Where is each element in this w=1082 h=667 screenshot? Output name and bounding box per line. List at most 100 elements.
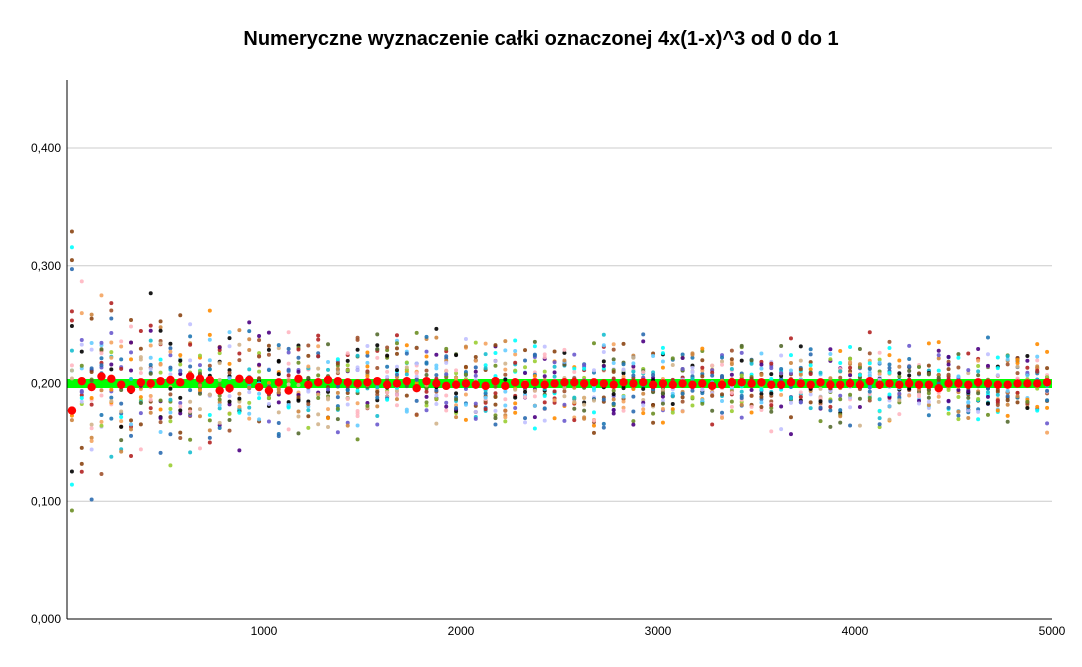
sample-point — [1025, 365, 1030, 370]
sample-point — [966, 415, 971, 420]
sample-point — [375, 332, 380, 337]
sample-point — [532, 403, 537, 408]
sample-point — [188, 450, 193, 455]
sample-point — [89, 438, 94, 443]
sample-point — [877, 397, 882, 402]
sample-point — [523, 395, 528, 400]
sample-point — [808, 367, 813, 372]
sample-point — [631, 419, 636, 424]
sample-point — [119, 357, 124, 362]
mean-point — [176, 378, 185, 387]
sample-point — [956, 413, 961, 418]
sample-point — [69, 482, 74, 487]
sample-point — [148, 367, 153, 372]
sample-point — [1005, 388, 1010, 393]
mean-point — [304, 380, 313, 389]
sample-point — [601, 359, 606, 364]
sample-point — [394, 392, 399, 397]
sample-point — [434, 396, 439, 401]
sample-point — [197, 383, 202, 388]
sample-point — [729, 357, 734, 362]
sample-point — [995, 392, 1000, 397]
sample-point — [158, 370, 163, 375]
sample-point — [247, 385, 252, 390]
sample-point — [867, 367, 872, 372]
sample-point — [129, 427, 134, 432]
sample-point — [995, 398, 1000, 403]
sample-point — [148, 328, 153, 333]
sample-point — [532, 352, 537, 357]
sample-point — [148, 394, 153, 399]
sample-point — [621, 362, 626, 367]
sample-point — [454, 371, 459, 376]
sample-point — [739, 396, 744, 401]
sample-point — [1045, 405, 1050, 410]
sample-point — [877, 425, 882, 430]
sample-point — [720, 398, 725, 403]
sample-point — [375, 422, 380, 427]
sample-point — [572, 352, 577, 357]
sample-point — [739, 402, 744, 407]
sample-point — [995, 366, 1000, 371]
sample-point — [119, 387, 124, 392]
sample-point — [296, 395, 301, 400]
sample-point — [1045, 366, 1050, 371]
sample-point — [138, 357, 143, 362]
sample-point — [345, 363, 350, 368]
mean-point — [432, 379, 441, 388]
sample-point — [670, 401, 675, 406]
sample-point — [404, 351, 409, 356]
mean-point — [254, 382, 264, 392]
sample-point — [1035, 404, 1040, 409]
sample-point — [158, 430, 163, 435]
sample-point — [523, 370, 528, 375]
sample-point — [552, 398, 557, 403]
sample-point — [936, 394, 941, 399]
sample-point — [769, 403, 774, 408]
mean-point — [166, 375, 175, 385]
sample-point — [798, 390, 803, 395]
sample-point — [89, 497, 94, 502]
sample-point — [611, 401, 616, 406]
sample-point — [276, 421, 281, 426]
sample-point — [729, 366, 734, 371]
sample-point — [335, 430, 340, 435]
sample-point — [936, 372, 941, 377]
sample-point — [700, 374, 705, 379]
sample-point — [523, 389, 528, 394]
sample-point — [326, 407, 331, 412]
sample-point — [562, 418, 567, 423]
sample-point — [247, 416, 252, 421]
sample-point — [976, 373, 981, 378]
sample-point — [493, 422, 498, 427]
sample-point — [434, 373, 439, 378]
sample-point — [483, 363, 488, 368]
sample-point — [513, 338, 518, 343]
sample-point — [335, 369, 340, 374]
sample-point — [601, 425, 606, 430]
mean-point — [333, 376, 343, 386]
sample-point — [838, 361, 843, 366]
sample-point — [985, 401, 990, 406]
sample-point — [286, 368, 291, 373]
sample-point — [276, 359, 281, 364]
sample-point — [532, 394, 537, 399]
sample-point — [828, 399, 833, 404]
sample-point — [168, 432, 173, 437]
sample-point — [473, 409, 478, 414]
sample-point — [729, 362, 734, 367]
sample-point — [306, 343, 311, 348]
mean-point — [855, 380, 865, 389]
sample-point — [306, 353, 311, 358]
sample-point — [729, 372, 734, 377]
y-tick-label: 0,200 — [31, 377, 61, 391]
y-tick-labels: 0,000 0,100 0,200 0,300 0,400 — [31, 141, 61, 626]
sample-point — [217, 400, 222, 405]
sample-point — [670, 410, 675, 415]
sample-point — [651, 372, 656, 377]
sample-point — [877, 377, 882, 382]
sample-point — [316, 354, 321, 359]
sample-point — [266, 330, 271, 335]
sample-point — [168, 392, 173, 397]
sample-point — [276, 343, 281, 348]
